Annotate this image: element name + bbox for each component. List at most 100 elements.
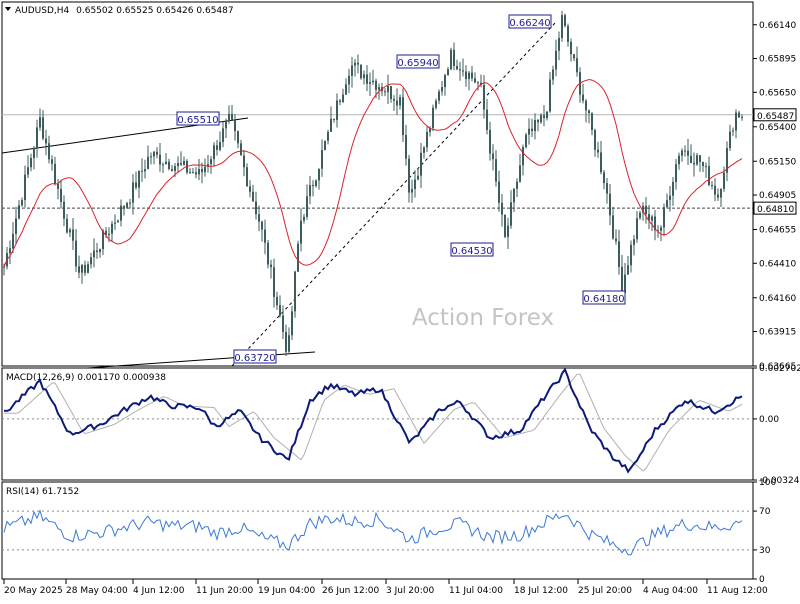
candle-body bbox=[534, 120, 536, 132]
candle-body bbox=[690, 155, 692, 163]
candle-body bbox=[696, 155, 698, 165]
price-tick-label: 0.64160 bbox=[759, 294, 796, 304]
price-tick-label: 0.66140 bbox=[759, 21, 796, 31]
candle-body bbox=[24, 174, 26, 201]
rsi-indicator bbox=[2, 509, 753, 556]
candle-body bbox=[570, 41, 572, 55]
candle-body bbox=[498, 181, 500, 203]
candle-body bbox=[513, 188, 515, 203]
candle-body bbox=[669, 195, 671, 201]
candle-body bbox=[249, 186, 251, 192]
rsi-line bbox=[3, 509, 743, 556]
candle-body bbox=[708, 166, 710, 186]
candle-body bbox=[357, 62, 359, 65]
candle-body bbox=[510, 202, 512, 226]
lower-trendline bbox=[87, 351, 316, 369]
time-tick-label: 25 Jul 20:00 bbox=[578, 586, 632, 596]
candle-body bbox=[402, 97, 404, 136]
candle-body bbox=[75, 240, 77, 267]
candle-body bbox=[180, 162, 182, 165]
time-tick-label: 11 Jun 20:00 bbox=[196, 586, 253, 596]
candle-body bbox=[456, 66, 458, 70]
price-panel-frame bbox=[1, 1, 754, 367]
candle-body bbox=[123, 205, 125, 208]
annotation-label: 0.65510 bbox=[177, 115, 218, 126]
candle-body bbox=[684, 150, 686, 152]
candle-body bbox=[672, 181, 674, 196]
candle-body bbox=[210, 159, 212, 165]
candle-body bbox=[678, 155, 680, 165]
price-tick-label: 0.65400 bbox=[759, 123, 796, 133]
annotation-box bbox=[450, 242, 494, 257]
candle-body bbox=[540, 115, 542, 123]
candle-body bbox=[537, 120, 539, 123]
candle-body bbox=[720, 188, 722, 198]
macd-tick-label: 0.00 bbox=[759, 415, 779, 425]
candle-body bbox=[705, 166, 707, 168]
candle-body bbox=[219, 142, 221, 150]
candle-body bbox=[462, 70, 464, 72]
rsi-tick-label: 0 bbox=[759, 575, 765, 585]
candle-body bbox=[39, 117, 41, 128]
candle-body bbox=[507, 225, 509, 237]
time-tick-label: 18 Jul 12:00 bbox=[514, 586, 568, 596]
candle-body bbox=[630, 244, 632, 266]
candle-body bbox=[291, 311, 293, 336]
candle-body bbox=[102, 230, 104, 250]
macd-panel-frame bbox=[1, 367, 754, 481]
price-annotations: 0.66240 0.65940 0.65510 0.64530 0.64180 0.637… bbox=[176, 14, 626, 364]
candle-body bbox=[63, 201, 65, 219]
dropdown-arrow-icon[interactable] bbox=[5, 7, 11, 11]
rsi-tick-label: 30 bbox=[759, 546, 771, 556]
candle-body bbox=[315, 180, 317, 186]
rsi-label: RSI(14) 61.7152 bbox=[6, 487, 79, 497]
candle-body bbox=[177, 162, 179, 167]
candle-body bbox=[120, 205, 122, 221]
candle-body bbox=[84, 264, 86, 273]
candle-body bbox=[390, 86, 392, 100]
candle-body bbox=[276, 296, 278, 306]
candle-body bbox=[111, 223, 113, 234]
candle-body bbox=[729, 131, 731, 149]
annotation-box bbox=[582, 290, 626, 305]
annotation-label: 0.63720 bbox=[234, 353, 275, 364]
time-tick-label: 4 Jun 12:00 bbox=[133, 586, 185, 596]
candle-body bbox=[723, 172, 725, 189]
time-axis: 20 May 2025 28 May 04:00 4 Jun 12:00 11 Jun… bbox=[3, 579, 768, 596]
time-tick-label: 20 May 2025 bbox=[4, 586, 63, 596]
candle-body bbox=[171, 168, 173, 171]
candle-body bbox=[549, 79, 551, 112]
watermark: Action Forex bbox=[412, 305, 554, 331]
candle-body bbox=[330, 118, 332, 132]
candle-body bbox=[726, 148, 728, 173]
candle-body bbox=[654, 216, 656, 231]
candle-body bbox=[642, 205, 644, 213]
candle-body bbox=[321, 150, 323, 169]
macd-tick-label: 0.002702 bbox=[759, 364, 800, 374]
candle-body bbox=[438, 91, 440, 101]
candle-body bbox=[663, 207, 665, 228]
candle-body bbox=[162, 164, 164, 166]
candle-body bbox=[222, 128, 224, 143]
candle-body bbox=[258, 214, 260, 222]
candle-body bbox=[429, 128, 431, 132]
candle-body bbox=[711, 185, 713, 187]
annotation-label: 0.65940 bbox=[397, 58, 438, 69]
candle-body bbox=[465, 71, 467, 80]
candle-body bbox=[270, 264, 272, 268]
candle-body bbox=[450, 49, 452, 70]
candle-body bbox=[243, 155, 245, 168]
candle-body bbox=[606, 183, 608, 194]
annotation-box bbox=[176, 111, 220, 126]
candle-body bbox=[585, 100, 587, 111]
candle-body bbox=[114, 222, 116, 224]
price-tick-label: 0.64410 bbox=[759, 259, 796, 269]
candle-body bbox=[237, 131, 239, 144]
candle-body bbox=[693, 162, 695, 165]
candle-body bbox=[3, 266, 5, 268]
candle-body bbox=[738, 112, 740, 118]
candle-body bbox=[624, 274, 626, 294]
time-tick-label: 11 Jul 04:00 bbox=[449, 586, 503, 596]
price-tick-label: 0.65895 bbox=[759, 55, 796, 65]
candle-body bbox=[207, 164, 209, 167]
